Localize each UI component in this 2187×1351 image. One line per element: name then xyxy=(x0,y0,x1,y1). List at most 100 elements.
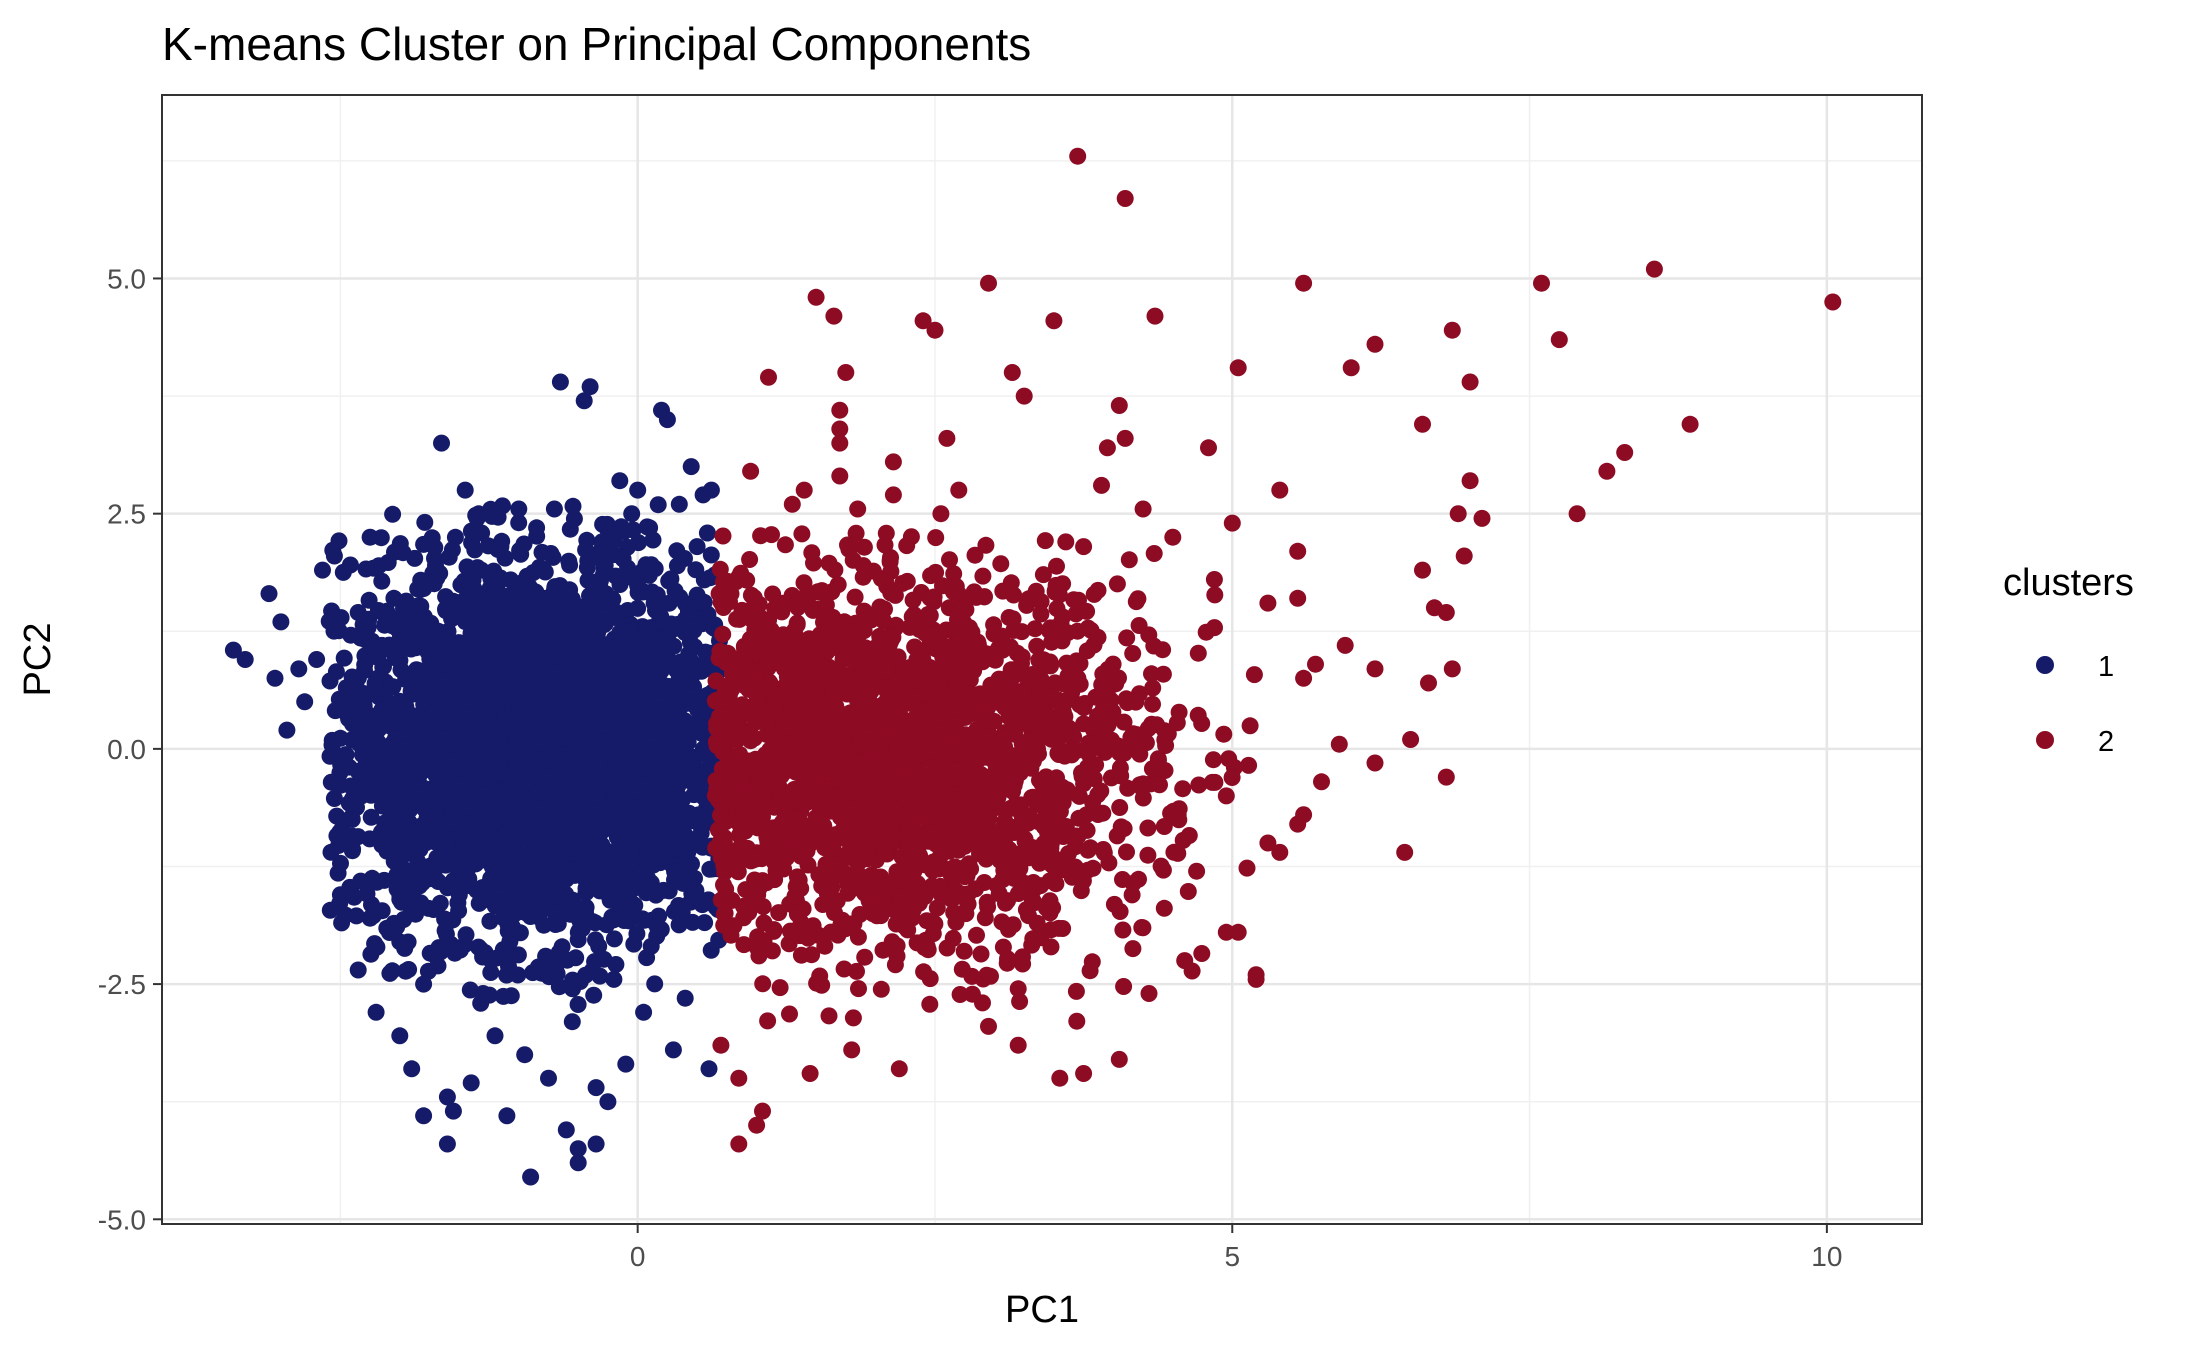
scatter-point xyxy=(584,913,602,931)
scatter-point xyxy=(712,891,730,909)
scatter-point xyxy=(474,985,492,1002)
scatter-point xyxy=(618,780,635,798)
scatter-point xyxy=(587,1079,605,1097)
scatter-point xyxy=(429,622,447,640)
scatter-point xyxy=(607,956,625,973)
scatter-point xyxy=(522,1168,540,1186)
scatter-point xyxy=(604,656,622,674)
grid-major-lines xyxy=(162,95,1922,1224)
scatter-point xyxy=(456,481,474,499)
scatter-point xyxy=(593,533,611,551)
scatter-point xyxy=(773,603,791,621)
scatter-point xyxy=(482,870,500,887)
scatter-point xyxy=(415,1107,433,1125)
scatter-point xyxy=(329,864,347,882)
scatter-point xyxy=(425,803,443,821)
scatter-point xyxy=(278,721,296,739)
scatter-point xyxy=(690,701,708,719)
scatter-point xyxy=(623,505,641,523)
scatter-point xyxy=(648,807,666,825)
scatter-point xyxy=(406,549,424,567)
scatter-point xyxy=(972,945,990,963)
scatter-point xyxy=(522,583,540,601)
scatter-point xyxy=(578,531,596,549)
scatter-point xyxy=(296,693,314,711)
scatter-point xyxy=(668,680,686,698)
scatter-point xyxy=(454,635,472,652)
scatter-point xyxy=(546,831,564,849)
scatter-point xyxy=(655,762,673,780)
scatter-point xyxy=(968,926,985,944)
scatter-point xyxy=(559,653,577,671)
scatter-point xyxy=(431,894,449,912)
scatter-point xyxy=(236,651,254,668)
scatter-point xyxy=(467,821,485,839)
scatter-point xyxy=(579,552,597,570)
scatter-point xyxy=(856,948,874,966)
scatter-point xyxy=(308,651,326,668)
scatter-point xyxy=(358,885,376,903)
scatter-point xyxy=(601,711,618,729)
scatter-point xyxy=(679,769,697,787)
scatter-point xyxy=(489,757,507,775)
scatter-point xyxy=(622,843,640,861)
scatter-point xyxy=(362,808,380,826)
scatter-point xyxy=(598,515,616,533)
scatter-point xyxy=(546,905,564,923)
scatter-point xyxy=(587,853,605,871)
scatter-point xyxy=(1069,786,1087,804)
scatter-point xyxy=(733,696,751,714)
scatter-point xyxy=(658,411,676,429)
scatter-point xyxy=(260,585,278,603)
scatter-point xyxy=(667,655,685,673)
scatter-point xyxy=(397,789,415,807)
scatter-point xyxy=(596,615,614,633)
scatter-point xyxy=(662,570,680,588)
scatter-point xyxy=(615,912,633,929)
scatter-point xyxy=(595,733,613,751)
scatter-point xyxy=(1041,892,1059,910)
scatter-point xyxy=(534,733,552,751)
scatter-point xyxy=(563,1013,581,1031)
scatter-point xyxy=(385,589,403,607)
scatter-point xyxy=(635,1003,653,1021)
scatter-point xyxy=(698,524,716,542)
scatter-point xyxy=(1124,940,1142,958)
scatter-point xyxy=(1155,899,1173,917)
scatter-point xyxy=(614,550,632,568)
chart-title: K-means Cluster on Principal Components xyxy=(162,18,1031,70)
scatter-point xyxy=(571,912,589,930)
scatter-point xyxy=(379,778,397,795)
scatter-point xyxy=(479,537,497,555)
scatter-point xyxy=(482,964,500,981)
scatter-point xyxy=(473,769,491,787)
scatter-point xyxy=(1108,575,1126,593)
scatter-point xyxy=(624,798,641,816)
scatter-point xyxy=(411,662,429,680)
scatter-point xyxy=(392,761,410,779)
scatter-point xyxy=(403,872,421,890)
scatter-point xyxy=(643,833,661,851)
scatter-point xyxy=(349,604,367,621)
scatter-point xyxy=(633,751,651,769)
scatter-point xyxy=(466,541,484,559)
scatter-point xyxy=(670,725,688,743)
scatter-point xyxy=(649,496,667,514)
scatter-point xyxy=(585,986,603,1004)
scatter-point xyxy=(534,694,552,712)
scatter-point xyxy=(820,554,838,572)
scatter-point xyxy=(611,472,629,490)
scatter-point xyxy=(803,544,821,562)
scatter-point xyxy=(669,863,687,881)
scatter-point xyxy=(349,961,367,979)
scatter-point xyxy=(584,642,602,660)
scatter-point xyxy=(759,1012,777,1030)
scatter-point xyxy=(365,751,383,769)
scatter-point xyxy=(1174,780,1192,798)
scatter-point xyxy=(331,729,349,747)
scatter-point xyxy=(369,602,387,619)
scatter-point xyxy=(540,1069,557,1087)
scatter-point xyxy=(581,378,599,396)
scatter-point xyxy=(266,669,284,687)
scatter-point xyxy=(763,526,780,544)
